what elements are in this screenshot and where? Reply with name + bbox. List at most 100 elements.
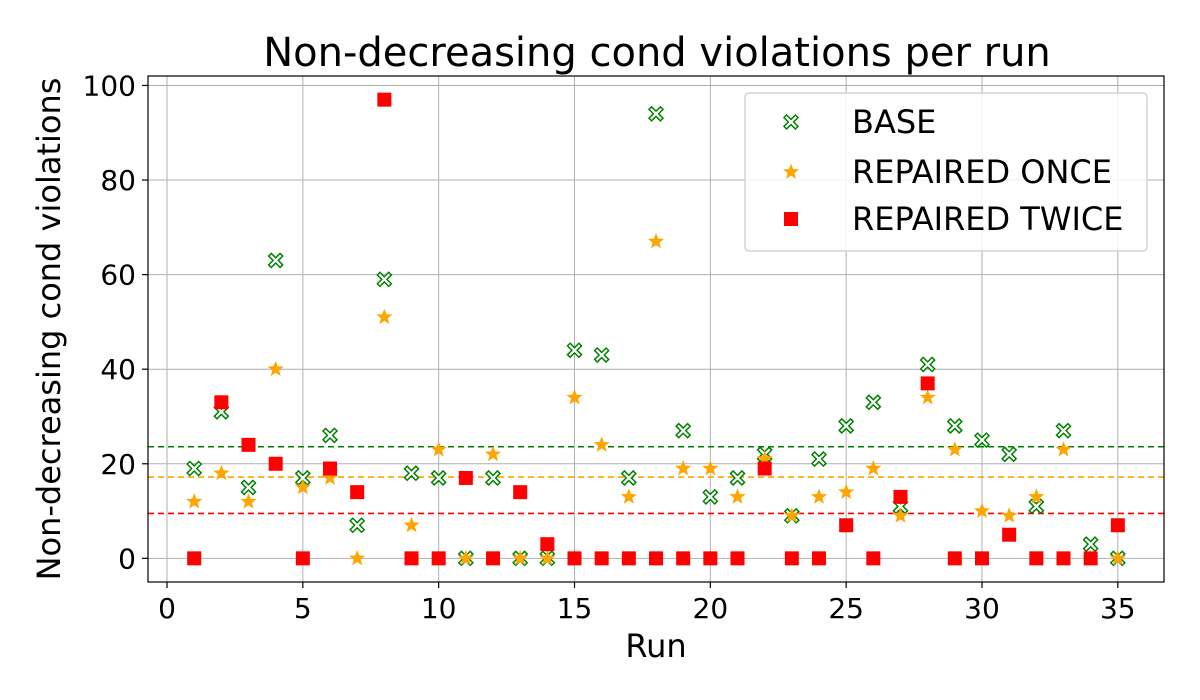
- data-point: [649, 551, 663, 566]
- data-point: [865, 460, 882, 476]
- data-point: [593, 436, 610, 452]
- y-tick-label: 60: [100, 259, 136, 292]
- data-point: [567, 551, 582, 566]
- data-point: [838, 417, 855, 435]
- legend: BASE REPAIRED ONCE REPAIRED TWICE: [744, 92, 1148, 252]
- x-tick-label: 35: [1100, 592, 1136, 625]
- data-points: [186, 92, 1126, 567]
- data-point: [838, 483, 855, 500]
- legend-label: REPAIRED ONCE: [852, 153, 1112, 191]
- data-point: [321, 469, 339, 485]
- data-point: [947, 551, 962, 566]
- data-point: [349, 517, 366, 534]
- data-point: [1110, 518, 1125, 533]
- series-points: [186, 105, 1126, 567]
- data-point: [730, 551, 745, 566]
- data-point: [1028, 498, 1045, 515]
- legend-marker: [782, 163, 800, 179]
- data-point: [784, 551, 799, 566]
- data-point: [892, 507, 909, 523]
- x-tick-label: 15: [557, 592, 593, 625]
- data-point: [675, 460, 692, 476]
- data-point: [865, 394, 882, 411]
- data-point: [647, 233, 665, 249]
- data-point: [1001, 507, 1018, 523]
- data-point: [920, 376, 935, 391]
- data-point: [403, 516, 420, 533]
- data-point: [973, 432, 991, 449]
- x-tick-label: 25: [828, 592, 864, 625]
- data-point: [376, 271, 393, 288]
- data-point: [839, 518, 854, 533]
- legend-label: REPAIRED TWICE: [852, 200, 1123, 238]
- legend-box: [744, 92, 1148, 252]
- x-axis-label: Run: [625, 627, 686, 665]
- series-points: [187, 92, 1125, 566]
- data-point: [974, 551, 989, 566]
- data-point: [214, 395, 229, 410]
- data-point: [893, 489, 908, 504]
- data-point: [213, 464, 230, 481]
- chart-title: Non-decreasing cond violations per run: [263, 30, 1051, 76]
- data-point: [566, 389, 583, 405]
- data-point: [186, 460, 203, 477]
- data-point: [1082, 536, 1099, 553]
- data-point: [1002, 527, 1017, 542]
- data-point: [431, 551, 446, 566]
- data-point: [486, 551, 501, 566]
- data-point: [647, 105, 665, 122]
- data-point: [946, 441, 963, 457]
- x-tick-label: 30: [964, 592, 1000, 625]
- data-point: [594, 551, 609, 566]
- data-point: [267, 252, 284, 269]
- data-point: [484, 445, 502, 462]
- y-axis-label: Non-decreasing cond violations: [30, 78, 68, 581]
- data-point: [702, 488, 719, 505]
- data-point: [620, 469, 637, 487]
- data-point: [676, 551, 691, 566]
- data-point: [186, 493, 203, 509]
- data-point: [294, 478, 311, 495]
- data-point: [295, 551, 310, 566]
- data-point: [430, 441, 447, 457]
- data-point: [811, 551, 826, 566]
- data-point: [1055, 441, 1072, 457]
- data-point: [323, 461, 338, 476]
- data-point: [973, 502, 991, 518]
- data-point: [1083, 551, 1098, 566]
- data-point: [621, 551, 636, 566]
- data-point: [350, 485, 365, 500]
- data-point: [919, 389, 936, 405]
- data-point: [240, 479, 257, 496]
- data-point: [267, 360, 284, 377]
- plot-frame: [147, 75, 1165, 583]
- data-point: [240, 493, 257, 509]
- data-point: [756, 450, 773, 466]
- data-point: [810, 450, 828, 468]
- data-point: [783, 507, 800, 523]
- data-point: [810, 488, 828, 504]
- data-point: [729, 488, 746, 504]
- data-point: [566, 342, 583, 359]
- data-point: [513, 485, 528, 500]
- data-point: [539, 549, 556, 566]
- y-tick-label: 80: [100, 164, 136, 197]
- data-point: [675, 422, 692, 439]
- data-point: [403, 465, 420, 482]
- y-tick-label: 20: [100, 448, 136, 481]
- data-point: [457, 549, 474, 566]
- x-tick-label: 5: [294, 592, 312, 625]
- x-axis-ticks: 0 5 10 15 20 25 30 35: [158, 582, 1136, 625]
- data-point: [430, 469, 447, 487]
- data-point: [593, 346, 610, 364]
- data-point: [1028, 488, 1045, 504]
- x-tick-label: 0: [158, 592, 176, 625]
- y-tick-label: 0: [118, 542, 136, 575]
- y-axis-ticks: 0 20 40 60 80 100: [83, 69, 148, 575]
- y-tick-label: 40: [100, 353, 136, 386]
- data-point: [1029, 551, 1044, 566]
- data-point: [757, 461, 772, 476]
- data-point: [1001, 446, 1018, 463]
- data-point: [349, 549, 366, 566]
